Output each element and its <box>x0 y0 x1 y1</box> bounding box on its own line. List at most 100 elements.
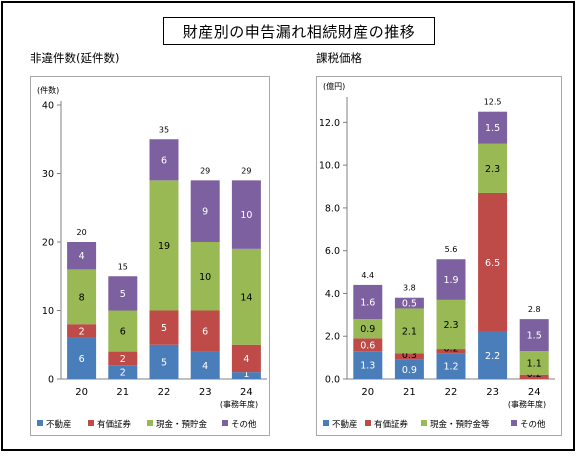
segment-data-label: 0.9 <box>360 324 375 335</box>
bar-segment <box>149 310 179 345</box>
segment-data-label: 10 <box>199 272 211 283</box>
total-data-label: 5.6 <box>445 245 458 254</box>
bar-segment <box>478 331 508 379</box>
y-tick-label: 30 <box>42 169 54 180</box>
bar-segment <box>190 180 220 242</box>
segment-data-label: 0.6 <box>360 340 375 351</box>
x-axis-label: (事務年度) <box>220 399 258 409</box>
total-data-label: 15 <box>118 262 128 271</box>
segment-data-label: 6 <box>120 327 126 338</box>
x-tick-label: 23 <box>199 387 212 398</box>
total-data-label: 2.8 <box>528 305 541 314</box>
bar-segment <box>190 351 220 379</box>
bar-segment <box>478 111 508 144</box>
y-tick-label: 2.0 <box>325 332 340 343</box>
chart-panel-cases: (件数) 0 10 20 30 40 6 2 8 4 20 20 2 2 6 5 15 21 5 5 19 6 35 22 4 6… <box>30 76 270 436</box>
segment-data-label: 6.5 <box>485 258 500 269</box>
segment-data-label: 2.2 <box>485 351 500 362</box>
bar-segment <box>149 139 179 181</box>
y-tick-label: 0 <box>48 375 54 386</box>
legend-swatch <box>511 420 517 426</box>
bar-segment <box>394 353 424 360</box>
segment-data-label: 1.1 <box>527 358 542 369</box>
segment-data-label: 0.3 <box>402 350 417 361</box>
value-chart-svg: (億円) 0.0 2.0 4.0 6.0 8.0 10.0 12.0 1.3 0.6 0.9 1.6 4… <box>319 81 555 430</box>
total-data-label: 3.8 <box>403 284 416 293</box>
total-data-label: 12.5 <box>484 98 502 107</box>
bar-segment <box>394 308 424 354</box>
bar-segment <box>436 259 466 300</box>
y-tick-label: 10 <box>42 306 54 317</box>
bar-segment <box>478 143 508 193</box>
segment-data-label: 4 <box>243 354 249 365</box>
segment-data-label: 5 <box>161 323 167 334</box>
bar-segment <box>353 351 383 379</box>
segment-data-label: 1.9 <box>443 275 458 286</box>
bar-segment <box>67 337 97 379</box>
x-axis-label: (事務年度) <box>508 399 546 409</box>
bar-segment <box>149 344 179 379</box>
segment-data-label: 5 <box>161 357 167 368</box>
segment-data-label: 2.1 <box>402 326 417 337</box>
bar-segment <box>519 374 549 379</box>
legend-swatch <box>222 420 228 426</box>
bar-segment <box>436 299 466 350</box>
y-tick-label: 10.0 <box>319 161 340 172</box>
total-data-label: 29 <box>200 166 210 175</box>
unit-label: (件数) <box>37 85 59 95</box>
x-tick-label: 22 <box>445 387 458 398</box>
page-title: 財産別の申告漏れ相続財産の推移 <box>163 17 435 45</box>
total-data-label: 35 <box>159 125 169 134</box>
total-data-label: 29 <box>241 166 251 175</box>
segment-data-label: 1 <box>243 369 249 380</box>
bar-segment <box>478 192 508 332</box>
bar-segment <box>519 319 549 352</box>
segment-data-label: 1.5 <box>485 123 500 134</box>
legend-swatch <box>323 420 329 426</box>
x-tick-label: 20 <box>361 387 374 398</box>
y-tick-label: 12.0 <box>319 118 340 129</box>
bar-segment <box>149 180 179 311</box>
bar-segment <box>353 338 383 352</box>
bar-segment <box>67 242 97 270</box>
x-tick-label: 21 <box>403 387 416 398</box>
segment-data-label: 1.3 <box>360 361 375 372</box>
segment-data-label: 0.9 <box>402 365 417 376</box>
bar-segment <box>231 248 261 345</box>
segment-data-label: 2 <box>79 327 85 338</box>
legend-label: 不動産 <box>332 419 358 430</box>
cases-chart-svg: (件数)010203040628420202265152155196352246… <box>37 85 267 430</box>
y-tick-label: 0.0 <box>325 375 340 386</box>
segment-data-label: 4 <box>79 251 85 262</box>
y-tick-label: 40 <box>42 101 54 112</box>
segment-data-label: 1.6 <box>360 298 375 309</box>
bar-segment <box>519 351 549 375</box>
x-tick-label: 24 <box>240 387 253 398</box>
segment-data-label: 6 <box>79 354 85 365</box>
total-data-label: 4.4 <box>361 271 374 280</box>
bar-segment <box>67 324 97 338</box>
segment-data-label: 6 <box>161 155 167 166</box>
total-data-label: 20 <box>77 228 87 237</box>
segment-data-label: 19 <box>158 241 170 252</box>
segment-data-label: 2.3 <box>485 164 500 175</box>
chart-title-cases: 非違件数(延件数) <box>30 51 120 65</box>
legend-swatch <box>147 420 153 426</box>
bar-segment <box>436 349 466 354</box>
legend-label: 現金・預貯金等 <box>430 419 490 430</box>
bar-segment <box>108 276 138 311</box>
legend-swatch <box>37 420 43 426</box>
y-tick-label: 4.0 <box>325 289 340 300</box>
bar-segment <box>190 242 220 311</box>
legend-label: 有価証券 <box>374 419 409 430</box>
legend-label: 不動産 <box>46 419 72 430</box>
legend-label: 有価証券 <box>97 419 132 430</box>
bar-segment <box>394 359 424 379</box>
segment-data-label: 1.2 <box>443 362 458 373</box>
segment-data-label: 2.3 <box>443 320 458 331</box>
bar-segment <box>353 284 383 320</box>
segment-data-label: 5 <box>120 289 126 300</box>
x-tick-label: 22 <box>158 387 171 398</box>
y-tick-label: 8.0 <box>325 203 340 214</box>
y-tick-label: 20 <box>42 238 54 249</box>
